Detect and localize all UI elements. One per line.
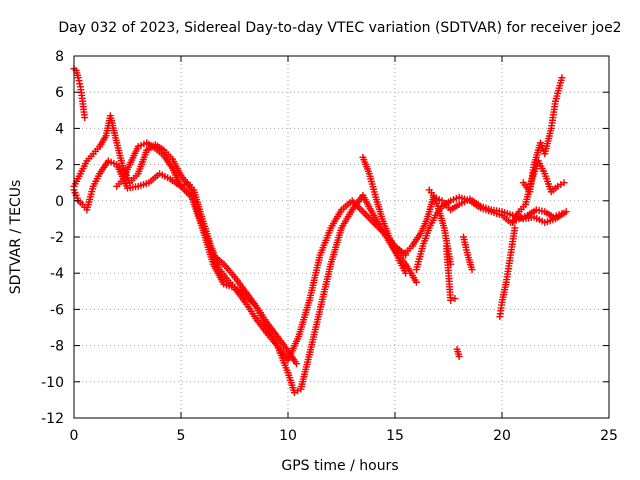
series-track-g: [412, 193, 566, 274]
x-tick-label: 10: [279, 428, 297, 444]
y-axis-label: SDTVAR / TECUs: [8, 180, 24, 295]
x-tick-label: 0: [70, 428, 79, 444]
x-tick-label: 20: [493, 428, 511, 444]
data-point-marker: [562, 208, 570, 216]
data-point-marker: [447, 296, 455, 304]
x-tick-label: 25: [600, 428, 618, 444]
series-track-c: [70, 157, 410, 364]
y-tick-label: -10: [41, 375, 64, 391]
y-tick-label: -8: [50, 339, 64, 355]
data-point-marker: [412, 278, 420, 286]
series-track-b: [70, 112, 420, 397]
series-track-h: [425, 186, 455, 268]
y-tick-label: -6: [50, 302, 64, 318]
data-point-marker: [451, 295, 459, 303]
x-tick-label: 15: [386, 428, 404, 444]
y-tick-label: 2: [55, 158, 64, 174]
y-tick-label: 8: [55, 49, 64, 65]
grid-lines: [74, 56, 609, 418]
series-track-n: [509, 157, 568, 227]
y-tick-label: -2: [50, 230, 64, 246]
data-point-marker: [558, 209, 566, 217]
y-tick-label: -4: [50, 266, 64, 282]
series-track-k: [453, 345, 463, 360]
data-point-marker: [455, 352, 463, 360]
data-point-marker: [468, 266, 476, 274]
series-track-d: [113, 139, 301, 368]
data-series: [70, 65, 570, 397]
series-track-e: [359, 153, 410, 277]
x-axis-label: GPS time / hours: [281, 458, 398, 474]
y-tick-label: 6: [55, 85, 64, 101]
data-point-marker: [293, 360, 301, 368]
chart-title: Day 032 of 2023, Sidereal Day-to-day VTE…: [58, 20, 621, 36]
series-track-j: [459, 233, 476, 274]
series-track-i: [442, 242, 459, 304]
series-track-f: [391, 193, 570, 259]
x-tick-label: 5: [177, 428, 186, 444]
data-point-marker: [558, 74, 566, 82]
data-point-marker: [511, 224, 519, 232]
series-track-a: [70, 65, 89, 122]
series-track-l: [496, 224, 519, 321]
data-point-marker: [402, 269, 410, 277]
y-tick-label: -12: [41, 411, 64, 427]
data-point-marker: [560, 179, 568, 187]
data-point-marker: [81, 114, 89, 122]
y-tick-label: 0: [55, 194, 64, 210]
y-tick-label: 4: [55, 121, 64, 137]
